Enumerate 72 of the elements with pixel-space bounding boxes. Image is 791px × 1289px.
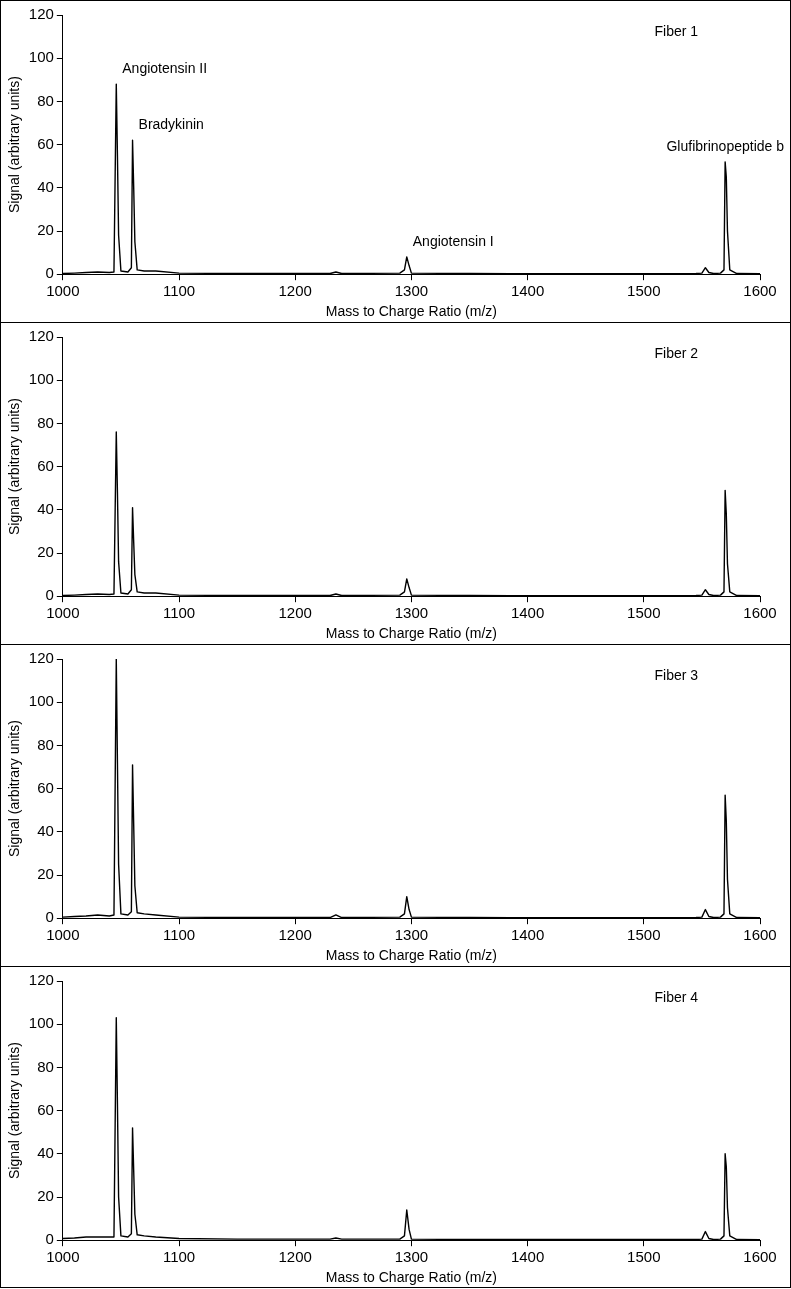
x-tick-label: 1100 <box>162 604 196 622</box>
y-tick-label: 20 <box>37 1187 54 1205</box>
y-tick-label: 60 <box>37 1100 54 1118</box>
x-tick-label: 1400 <box>510 1248 545 1266</box>
x-tick-label: 1600 <box>743 1248 777 1266</box>
x-tick-label: 1200 <box>278 1248 312 1266</box>
x-tick-label: 1300 <box>394 1248 429 1266</box>
y-tick-label: 40 <box>37 177 54 195</box>
y-tick-label: 20 <box>37 865 54 883</box>
y-tick-label: 100 <box>28 692 54 710</box>
y-tick-label: 60 <box>37 456 54 474</box>
x-tick-label: 1000 <box>46 604 80 622</box>
y-axis-title: Signal (arbitrary units) <box>6 1042 23 1180</box>
y-tick-label: 80 <box>37 1057 54 1075</box>
x-tick-label: 1600 <box>743 282 777 300</box>
annotation: Fiber 3 <box>654 666 699 683</box>
annotation: Angiotensin I <box>412 232 494 249</box>
x-tick-label: 1100 <box>162 1248 196 1266</box>
y-tick-label: 0 <box>45 264 54 282</box>
x-tick-label: 1300 <box>394 604 429 622</box>
y-tick-label: 100 <box>28 48 54 66</box>
y-tick-label: 80 <box>37 735 54 753</box>
y-tick-label: 100 <box>28 370 54 388</box>
x-tick-label: 1500 <box>627 1248 661 1266</box>
y-tick-label: 60 <box>37 778 54 796</box>
x-tick-label: 1200 <box>278 926 312 944</box>
annotation: Angiotensin II <box>122 59 208 76</box>
x-tick-label: 1300 <box>394 282 429 300</box>
y-axis-title: Signal (arbitrary units) <box>6 398 23 536</box>
y-tick-label: 40 <box>37 1143 54 1161</box>
x-tick-label: 1500 <box>627 604 661 622</box>
x-tick-label: 1600 <box>743 926 777 944</box>
annotation: Fiber 2 <box>654 344 699 361</box>
x-tick-label: 1100 <box>162 282 196 300</box>
x-axis-title: Mass to Charge Ratio (m/z) <box>325 303 497 320</box>
x-axis-title: Mass to Charge Ratio (m/z) <box>325 947 497 964</box>
y-tick-label: 120 <box>28 5 54 23</box>
x-tick-label: 1400 <box>510 282 545 300</box>
x-tick-label: 1400 <box>510 604 545 622</box>
y-tick-label: 80 <box>37 413 54 431</box>
x-tick-label: 1500 <box>627 282 661 300</box>
y-axis-title: Signal (arbitrary units) <box>6 720 23 858</box>
y-tick-label: 0 <box>45 1230 54 1248</box>
x-tick-label: 1200 <box>278 604 312 622</box>
x-tick-label: 1200 <box>278 282 312 300</box>
annotation: Glufibrinopeptide b <box>666 137 785 154</box>
x-tick-label: 1000 <box>46 926 80 944</box>
x-tick-label: 1000 <box>46 282 80 300</box>
annotation: Bradykinin <box>138 116 204 133</box>
x-tick-label: 1400 <box>510 926 545 944</box>
x-tick-label: 1300 <box>394 926 429 944</box>
annotation: Fiber 1 <box>654 22 699 39</box>
x-tick-label: 1600 <box>743 604 777 622</box>
annotation: Fiber 4 <box>654 988 699 1005</box>
x-tick-label: 1500 <box>627 926 661 944</box>
y-tick-label: 120 <box>28 971 54 989</box>
x-tick-label: 1100 <box>162 926 196 944</box>
y-tick-label: 80 <box>37 91 54 109</box>
y-tick-label: 0 <box>45 908 54 926</box>
y-tick-label: 20 <box>37 543 54 561</box>
y-tick-label: 40 <box>37 499 54 517</box>
x-axis-title: Mass to Charge Ratio (m/z) <box>325 625 497 642</box>
y-tick-label: 0 <box>45 586 54 604</box>
y-tick-label: 100 <box>28 1014 54 1032</box>
y-tick-label: 40 <box>37 821 54 839</box>
y-tick-label: 60 <box>37 134 54 152</box>
x-tick-label: 1000 <box>46 1248 80 1266</box>
y-tick-label: 120 <box>28 327 54 345</box>
y-tick-label: 20 <box>37 221 54 239</box>
y-tick-label: 120 <box>28 649 54 667</box>
x-axis-title: Mass to Charge Ratio (m/z) <box>325 1269 497 1286</box>
y-axis-title: Signal (arbitrary units) <box>6 76 23 214</box>
